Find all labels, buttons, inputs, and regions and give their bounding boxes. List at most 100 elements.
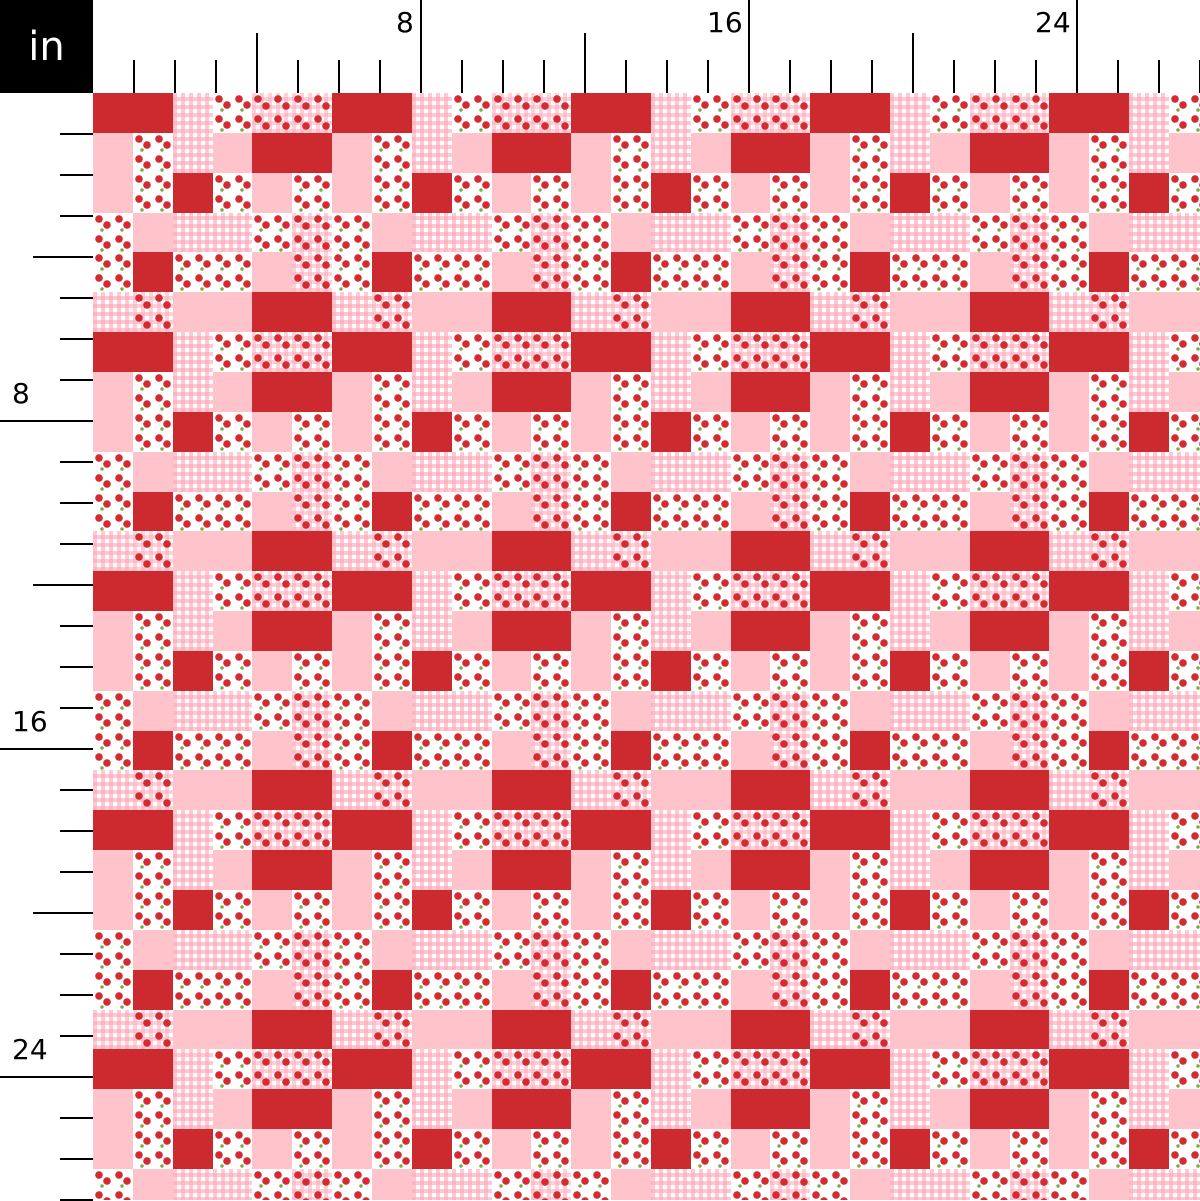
ruler-tick — [60, 338, 93, 340]
patch-R — [332, 93, 372, 133]
patch-P — [452, 372, 492, 412]
patch-C — [691, 412, 731, 452]
patch-C — [1049, 691, 1089, 731]
patch-P — [412, 292, 452, 332]
patch-X — [292, 332, 332, 372]
patch-P — [173, 1010, 213, 1049]
patch-R — [133, 492, 173, 531]
ruler-tick — [1076, 0, 1078, 93]
patch-C — [611, 1129, 651, 1169]
patch-C — [1089, 1089, 1129, 1129]
patch-P — [651, 770, 691, 810]
patch-C — [1049, 492, 1089, 531]
patch-X — [850, 770, 890, 810]
patch-C — [1169, 332, 1200, 372]
patch-R — [1010, 770, 1049, 810]
patch-C — [810, 492, 850, 531]
patch-R — [332, 571, 372, 611]
patch-C — [810, 691, 850, 731]
patch-P — [970, 970, 1010, 1010]
patch-P — [1169, 133, 1200, 173]
patch-R — [93, 332, 133, 372]
patch-R — [133, 571, 173, 611]
patch-C — [810, 452, 850, 492]
patch-R — [890, 890, 930, 930]
patch-C — [531, 173, 571, 213]
patch-R — [173, 890, 213, 930]
patch-P — [1049, 372, 1089, 412]
patch-P — [133, 930, 173, 970]
patch-P — [213, 1089, 252, 1129]
patch-C — [930, 1129, 970, 1169]
patch-P — [1169, 1089, 1200, 1129]
patch-R — [252, 770, 292, 810]
patch-R — [571, 93, 611, 133]
patch-P — [970, 1129, 1010, 1169]
ruler-label: 8 — [396, 6, 414, 39]
patch-P — [970, 731, 1010, 770]
patch-R — [531, 372, 571, 412]
patch-G — [930, 930, 970, 970]
patch-P — [810, 173, 850, 213]
patch-G — [93, 292, 133, 332]
ruler-tick — [297, 60, 299, 93]
patch-R — [970, 850, 1010, 890]
patch-X — [133, 292, 173, 332]
patch-P — [890, 531, 930, 571]
patch-P — [1129, 292, 1169, 332]
patch-P — [93, 133, 133, 173]
patch-G — [651, 930, 691, 970]
patch-P — [213, 531, 252, 571]
patch-C — [1049, 731, 1089, 770]
patch-C — [850, 372, 890, 412]
patch-R — [492, 850, 531, 890]
patch-R — [651, 1129, 691, 1169]
patch-C — [452, 412, 492, 452]
patch-R — [810, 1049, 850, 1089]
patch-R — [531, 850, 571, 890]
patch-G — [93, 770, 133, 810]
patch-C — [492, 452, 531, 492]
patch-X — [770, 1049, 810, 1089]
patch-G — [213, 213, 252, 252]
patch-P — [332, 890, 372, 930]
ruler-tick — [60, 707, 93, 709]
patch-P — [412, 531, 452, 571]
patch-P — [890, 1010, 930, 1049]
patch-R — [133, 731, 173, 770]
patch-R — [770, 1089, 810, 1129]
patch-R — [890, 412, 930, 452]
patch-C — [1169, 93, 1200, 133]
patch-G — [810, 770, 850, 810]
patch-X — [1010, 213, 1049, 252]
patch-G — [890, 571, 930, 611]
patch-X — [372, 770, 412, 810]
ruler-tick — [256, 33, 258, 93]
ruler-tick — [60, 871, 93, 873]
patch-C — [611, 651, 651, 691]
patch-R — [1089, 810, 1129, 850]
patch-R — [531, 133, 571, 173]
patch-R — [492, 133, 531, 173]
patch-P — [651, 531, 691, 571]
patch-C — [133, 412, 173, 452]
patch-C — [292, 1129, 332, 1169]
patch-X — [611, 292, 651, 332]
patch-P — [890, 292, 930, 332]
patch-R — [970, 531, 1010, 571]
patch-X — [531, 492, 571, 531]
patch-C — [571, 691, 611, 731]
ruler-tick — [60, 1158, 93, 1160]
patch-R — [252, 1010, 292, 1049]
patch-C — [1169, 492, 1200, 531]
patch-P — [1049, 651, 1089, 691]
patch-C — [1010, 1129, 1049, 1169]
patch-C — [1089, 372, 1129, 412]
ruler-tick — [60, 1117, 93, 1119]
ruler-tick — [379, 60, 381, 93]
patch-P — [731, 731, 770, 770]
patch-C — [173, 492, 213, 531]
patch-P — [332, 1129, 372, 1169]
patch-G — [173, 930, 213, 970]
patch-R — [810, 332, 850, 372]
